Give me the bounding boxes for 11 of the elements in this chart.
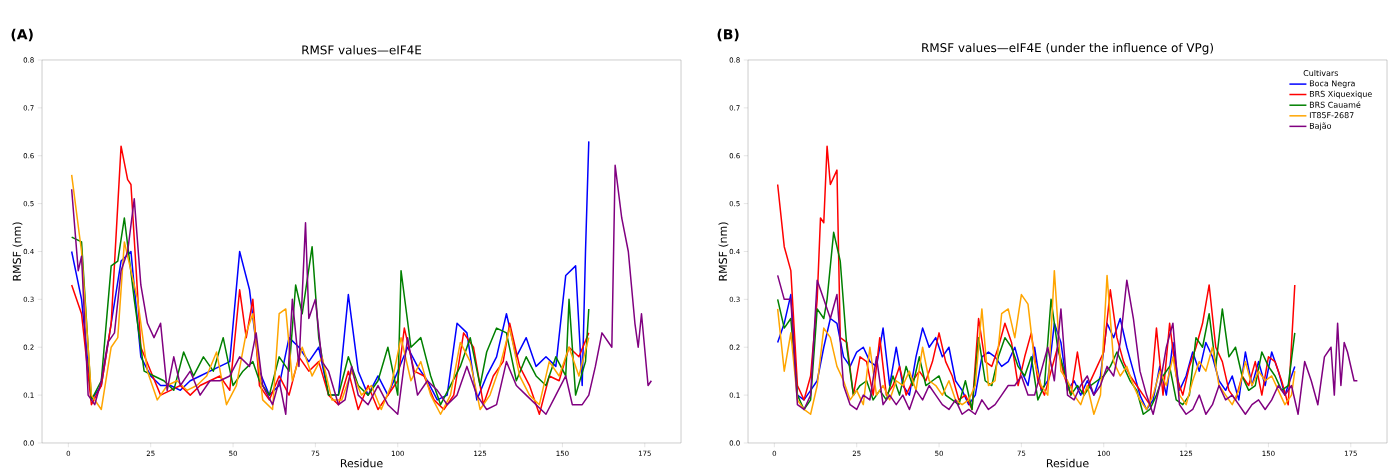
line-series: [70, 217, 590, 406]
chart-title: RMSF values—eIF4E (under the influence of VPg): [922, 42, 1213, 55]
text: (A): [11, 28, 33, 42]
y-axis-title: RMSF (nm): [12, 222, 23, 281]
line-series: [776, 231, 1296, 416]
x-axis-title: Residue: [340, 458, 383, 468]
y-axis-title: RMSF (nm): [718, 222, 729, 281]
chart-title: RMSF values—eIF4E: [302, 45, 422, 55]
x-axis-title: Residue: [1046, 458, 1089, 468]
line-series: [776, 293, 1296, 411]
text: (B): [717, 28, 739, 42]
